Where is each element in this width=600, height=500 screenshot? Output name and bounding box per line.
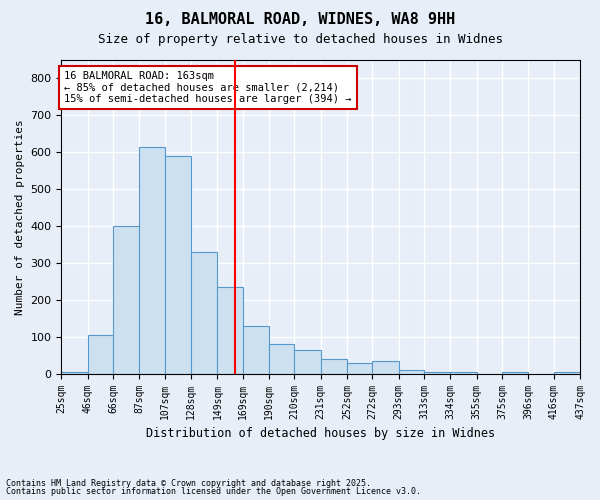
Bar bbox=[164, 156, 191, 374]
Y-axis label: Number of detached properties: Number of detached properties bbox=[15, 119, 25, 314]
Bar bbox=[269, 344, 294, 374]
Bar bbox=[88, 335, 113, 374]
Text: Contains public sector information licensed under the Open Government Licence v3: Contains public sector information licen… bbox=[6, 487, 421, 496]
Bar bbox=[424, 372, 451, 374]
Text: Contains HM Land Registry data © Crown copyright and database right 2025.: Contains HM Land Registry data © Crown c… bbox=[6, 478, 371, 488]
Bar bbox=[217, 287, 242, 374]
Text: Size of property relative to detached houses in Widnes: Size of property relative to detached ho… bbox=[97, 32, 503, 46]
Text: 16, BALMORAL ROAD, WIDNES, WA8 9HH: 16, BALMORAL ROAD, WIDNES, WA8 9HH bbox=[145, 12, 455, 28]
Bar bbox=[502, 372, 529, 374]
Bar bbox=[321, 359, 347, 374]
Bar bbox=[113, 226, 139, 374]
Bar bbox=[242, 326, 269, 374]
Bar bbox=[554, 372, 580, 374]
Bar bbox=[451, 372, 477, 374]
Bar bbox=[294, 350, 321, 374]
Text: 16 BALMORAL ROAD: 163sqm
← 85% of detached houses are smaller (2,214)
15% of sem: 16 BALMORAL ROAD: 163sqm ← 85% of detach… bbox=[64, 71, 352, 104]
Bar bbox=[347, 362, 373, 374]
Bar bbox=[373, 361, 399, 374]
Bar bbox=[61, 372, 88, 374]
Bar bbox=[191, 252, 217, 374]
X-axis label: Distribution of detached houses by size in Widnes: Distribution of detached houses by size … bbox=[146, 427, 495, 440]
Bar bbox=[139, 146, 164, 374]
Bar bbox=[399, 370, 424, 374]
